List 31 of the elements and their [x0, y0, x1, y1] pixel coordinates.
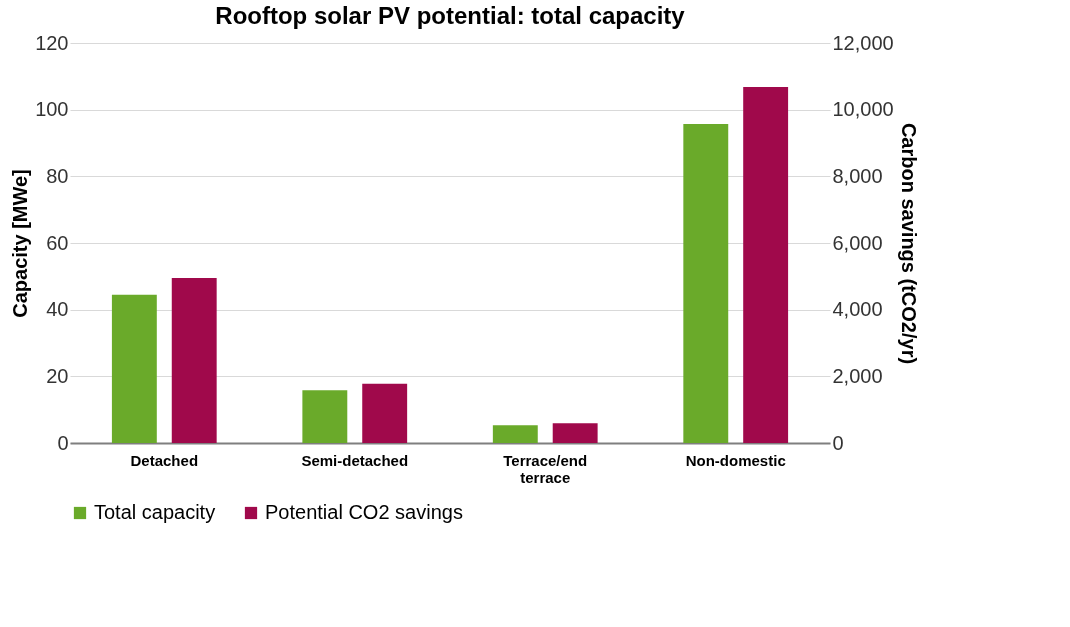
y2-axis-title: Carbon savings (tCO2/yr)	[897, 122, 920, 365]
bar	[171, 278, 217, 443]
y-tick-label: 20	[46, 364, 69, 387]
legend-label: Potential CO2 savings	[265, 501, 463, 523]
y-tick-label: 0	[57, 431, 69, 454]
y2-tick-label: 10,000	[832, 98, 894, 121]
bar	[552, 423, 598, 443]
x-tick-label: Terrace/end terrace	[503, 451, 588, 486]
y-tick-label: 80	[46, 164, 69, 187]
bar	[743, 87, 789, 443]
y-axis-title: Capacity [MWe]	[9, 169, 32, 318]
legend-label: Total capacity	[94, 501, 216, 523]
x-tick-label: Semi-detached	[301, 451, 409, 469]
y-tick-label: 120	[35, 31, 69, 54]
chart-title: Rooftop solar PV potential: total capacity	[215, 2, 686, 29]
y2-tick-label: 12,000	[832, 31, 894, 54]
y2-tick-label: 4,000	[832, 298, 883, 321]
y-tick-label: 60	[46, 231, 69, 254]
x-tick-label: Non-domestic	[685, 451, 786, 469]
bar	[492, 425, 538, 443]
y2-tick-label: 8,000	[832, 164, 883, 187]
y2-tick-label: 2,000	[832, 364, 883, 387]
y-tick-label: 100	[35, 98, 69, 121]
x-tick-label: Detached	[130, 451, 199, 469]
bar	[111, 294, 157, 443]
y2-tick-label: 0	[832, 431, 844, 454]
bar	[683, 124, 729, 443]
y-tick-label: 40	[46, 298, 69, 321]
bar	[362, 383, 408, 443]
bar	[302, 390, 348, 443]
y2-tick-label: 6,000	[832, 231, 883, 254]
